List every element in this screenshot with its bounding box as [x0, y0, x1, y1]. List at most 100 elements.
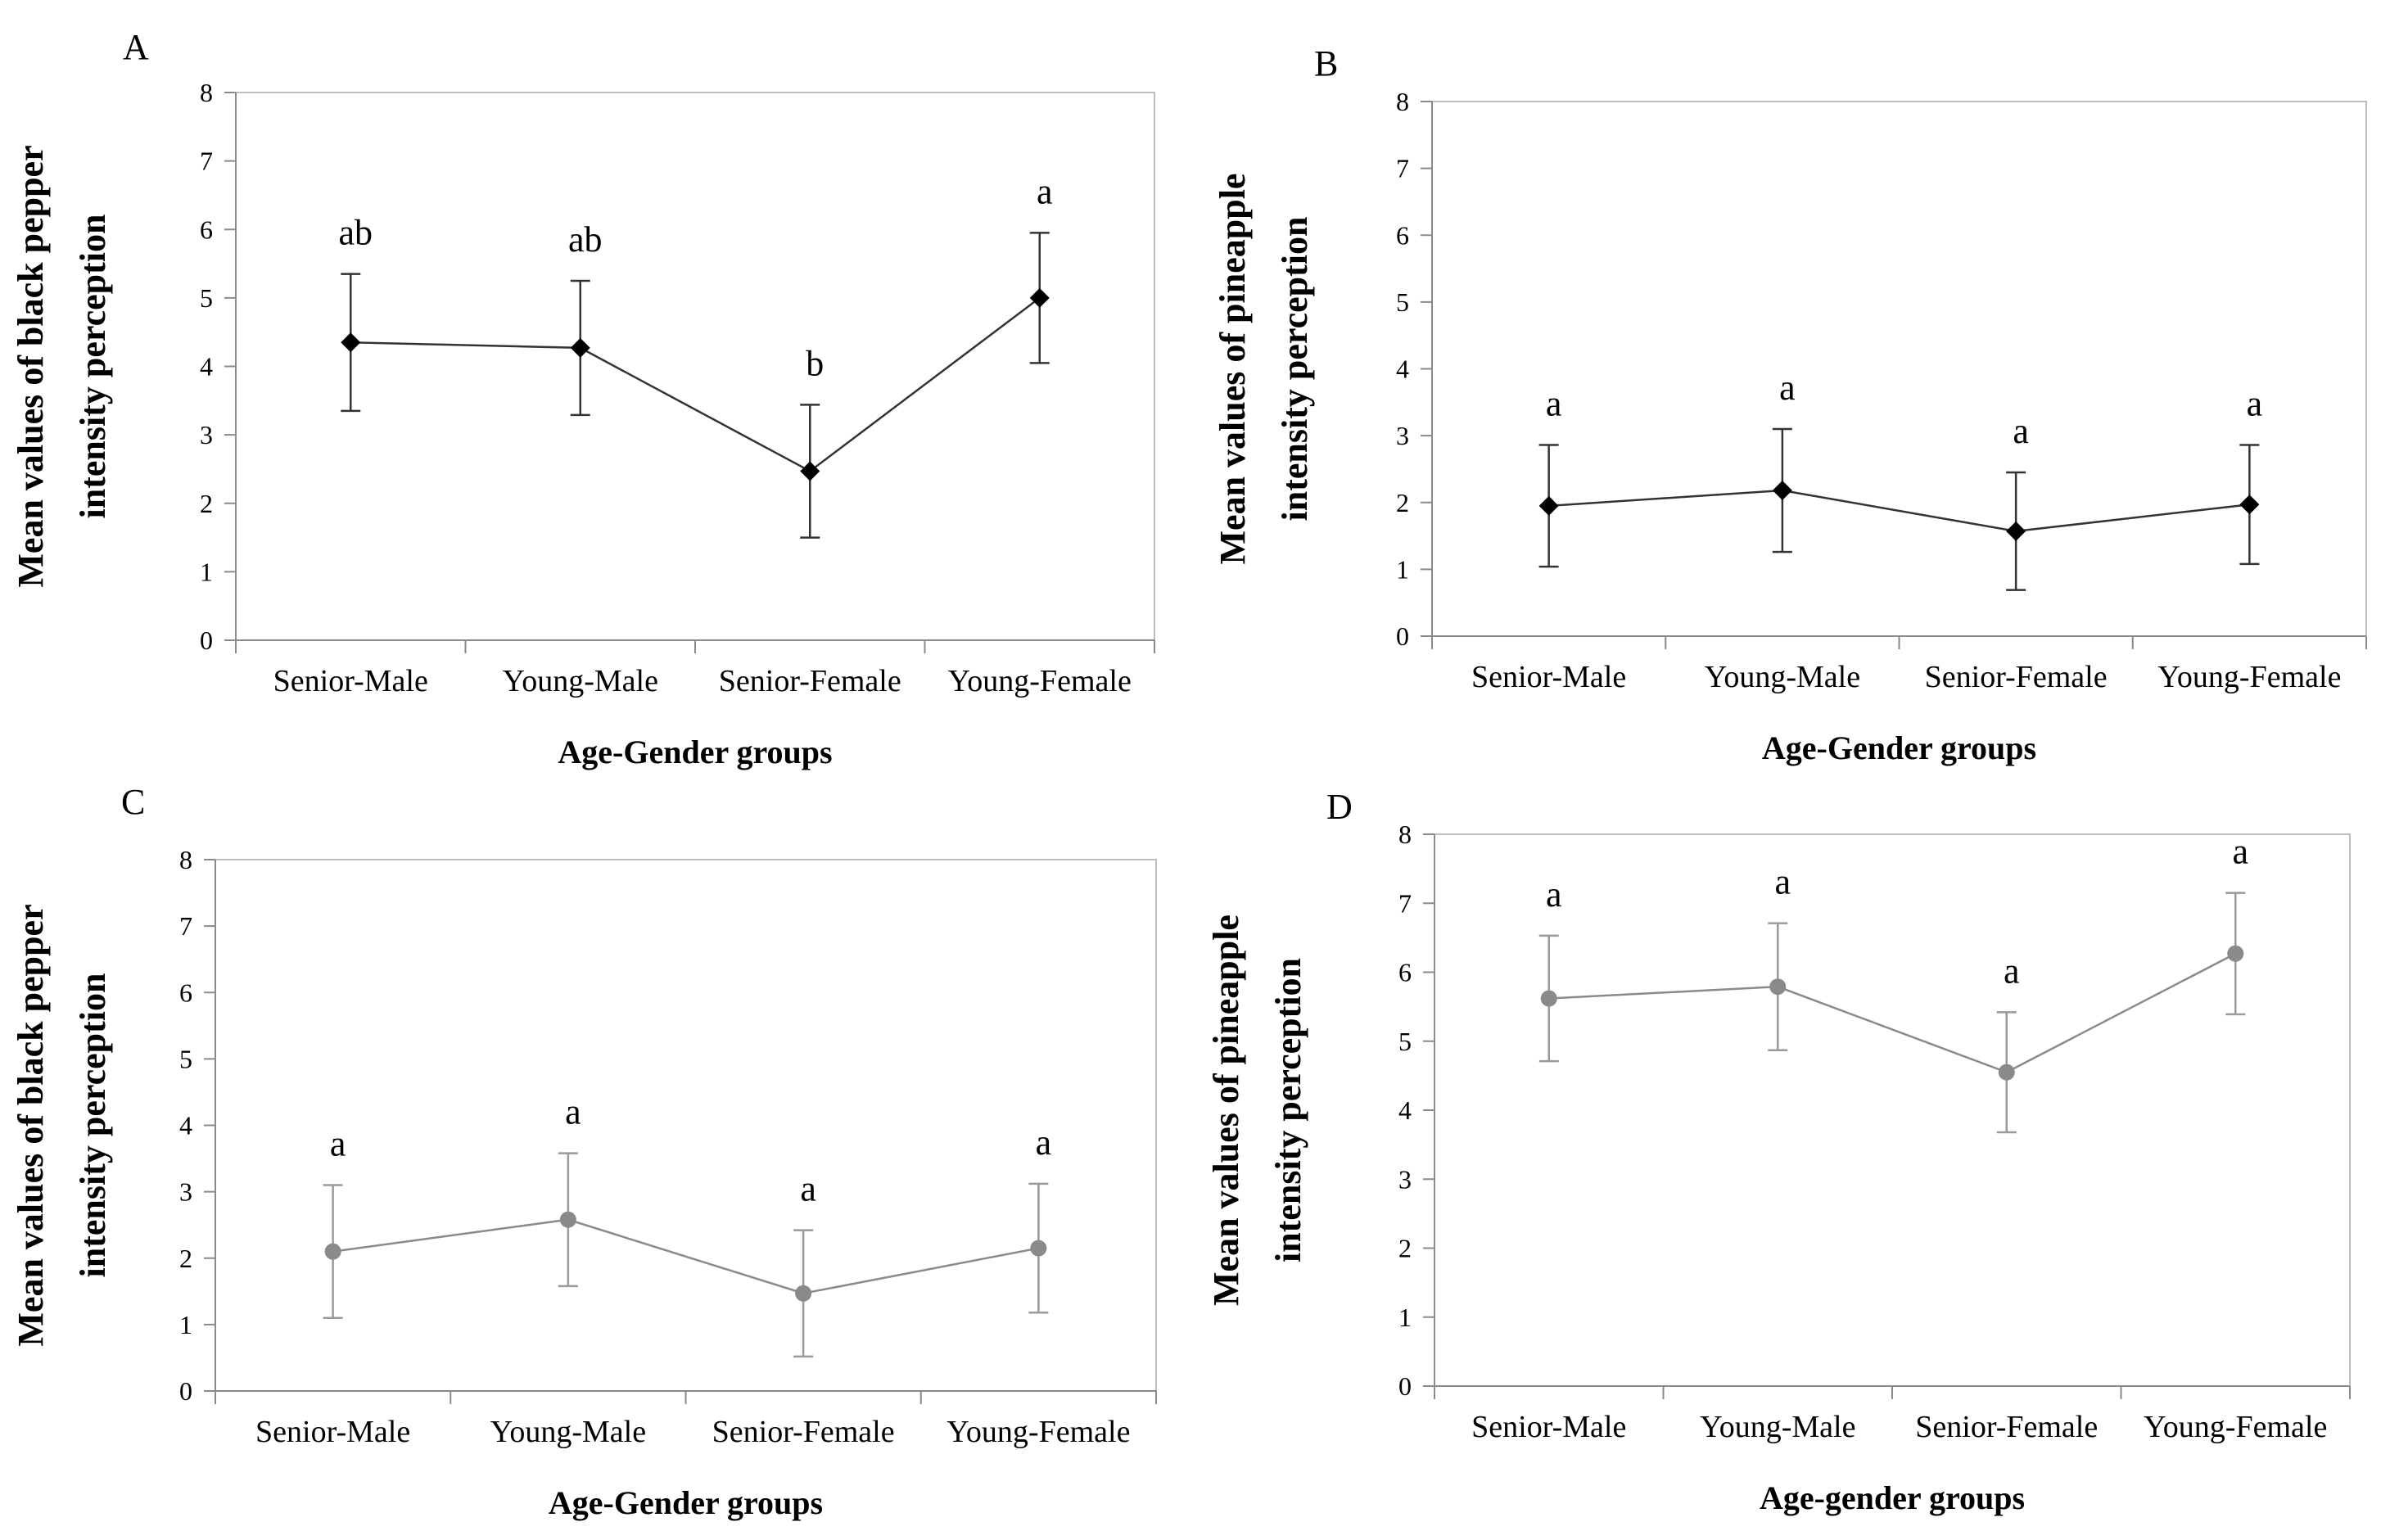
y-tick-label: 1: [200, 557, 213, 586]
y-tick-label: 5: [200, 283, 213, 313]
y-tick-label: 2: [179, 1244, 192, 1273]
x-tick-label: Senior-Female: [1915, 1410, 2098, 1444]
significance-label: b: [806, 343, 824, 383]
plot-area: [215, 859, 1157, 1392]
significance-label: a: [1037, 171, 1053, 211]
significance-label: a: [1546, 384, 1562, 424]
y-tick-label: 5: [1396, 287, 1409, 317]
y-tick-label: 6: [1398, 958, 1412, 987]
significance-label: a: [2232, 832, 2248, 872]
y-tick-label: 3: [200, 420, 213, 449]
data-point: [2227, 945, 2244, 962]
panel-letter: C: [121, 782, 145, 822]
data-point: [800, 461, 820, 481]
y-tick-label: 4: [1396, 355, 1409, 384]
y-tick-label: 8: [1398, 820, 1412, 849]
panel-c: 0 1 2 3 4 5 6 7 8 Senior-Male Young-Male Senior-Fem…: [11, 782, 1157, 1521]
significance-label: a: [2013, 411, 2029, 451]
y-tick-label: 5: [1398, 1027, 1412, 1056]
x-tick-label: Young-Female: [2157, 660, 2341, 694]
y-tick-label: 4: [1398, 1095, 1412, 1125]
data-point: [1540, 990, 1557, 1007]
y-tick-label: 0: [179, 1376, 192, 1406]
significance-label: ab: [568, 219, 603, 260]
y-axis-title-line: Mean values of pineapple: [1213, 174, 1253, 565]
y-tick-label: 1: [179, 1310, 192, 1339]
x-axis-title: Age-gender groups: [1760, 1479, 2025, 1516]
panel-letter: B: [1314, 43, 1338, 84]
significance-label: a: [1774, 862, 1791, 902]
x-tick-label: Young-Male: [490, 1415, 646, 1449]
significance-label: a: [565, 1092, 581, 1132]
y-tick-label: 6: [179, 978, 192, 1007]
y-tick-label: 5: [179, 1044, 192, 1073]
data-point: [341, 332, 361, 353]
x-axis-title: Age-Gender groups: [549, 1484, 823, 1521]
panel-d: 0 1 2 3 4 5 6 7 8 Senior-Male Young-Male Senior-Fem…: [1206, 787, 2351, 1516]
series-line: [332, 1218, 1039, 1295]
significance-label: a: [330, 1124, 346, 1164]
y-tick-label: 1: [1396, 554, 1409, 584]
y-tick-label: 7: [1396, 154, 1409, 183]
y-tick-label: 7: [1398, 888, 1412, 918]
data-point: [1998, 1064, 2015, 1081]
significance-label: a: [2004, 951, 2020, 991]
x-tick-label: Senior-Male: [273, 664, 428, 698]
x-tick-label: Senior-Male: [1471, 1410, 1626, 1444]
plot-area: [1431, 101, 2367, 637]
data-point: [1769, 978, 1787, 996]
y-tick-label: 8: [1396, 87, 1409, 116]
data-point: [2239, 495, 2260, 515]
data-point: [2006, 521, 2026, 541]
y-tick-label: 7: [200, 147, 213, 176]
y-axis-title-line: intensity perception: [73, 973, 113, 1278]
significance-label: a: [1546, 874, 1562, 915]
x-tick-label: Young-Male: [1705, 660, 1860, 694]
x-tick-label: Senior-Female: [1925, 660, 2108, 694]
y-tick-label: 7: [179, 911, 192, 941]
y-tick-label: 0: [200, 625, 213, 655]
panel-a: 0 1 2 3 4 5 6 7 8 Senior-Male Young-Male Senior-Fem…: [11, 27, 1155, 770]
data-point: [1538, 495, 1559, 516]
plot-area: [235, 92, 1155, 641]
significance-label: a: [800, 1169, 816, 1209]
y-tick-label: 4: [200, 352, 213, 382]
y-axis-title-line: intensity perception: [1275, 217, 1315, 522]
x-axis-title: Age-Gender groups: [1762, 729, 2036, 766]
significance-label: a: [1779, 368, 1796, 408]
series-line: [1548, 489, 2250, 533]
y-tick-label: 1: [1398, 1303, 1412, 1332]
panel-b: 0 1 2 3 4 5 6 7 8 Senior-Male Young-Male Senior-Fem…: [1213, 43, 2367, 766]
data-point: [795, 1285, 812, 1302]
significance-label: a: [2247, 384, 2263, 424]
y-tick-label: 3: [1396, 421, 1409, 450]
y-tick-label: 2: [1396, 488, 1409, 517]
data-point: [1029, 287, 1050, 308]
x-axis-title: Age-Gender groups: [558, 734, 832, 770]
x-tick-label: Young-Female: [2144, 1410, 2327, 1444]
y-axis-title-line: Mean values of black pepper: [11, 145, 51, 587]
y-tick-label: 8: [179, 845, 192, 874]
y-tick-label: 2: [1398, 1234, 1412, 1263]
plot-area: [1434, 833, 2351, 1387]
y-tick-label: 3: [1398, 1164, 1412, 1194]
data-point: [1772, 481, 1792, 501]
y-axis-title-line: Mean values of black pepper: [11, 904, 51, 1346]
y-tick-label: 6: [200, 215, 213, 244]
data-point: [570, 337, 590, 358]
x-tick-label: Senior-Female: [719, 664, 901, 698]
significance-label: a: [1036, 1122, 1052, 1163]
panel-letter: D: [1326, 787, 1353, 827]
y-tick-label: 8: [200, 78, 213, 107]
x-tick-label: Young-Female: [948, 664, 1132, 698]
y-axis-title-line: intensity perception: [73, 215, 113, 519]
y-tick-label: 4: [179, 1111, 192, 1140]
data-point: [1030, 1240, 1047, 1257]
panel-letter: A: [123, 27, 149, 67]
x-tick-label: Senior-Female: [712, 1415, 895, 1449]
x-tick-label: Senior-Male: [255, 1415, 410, 1449]
data-point: [324, 1243, 341, 1260]
y-tick-label: 6: [1396, 220, 1409, 250]
x-tick-label: Young-Male: [1700, 1410, 1855, 1444]
